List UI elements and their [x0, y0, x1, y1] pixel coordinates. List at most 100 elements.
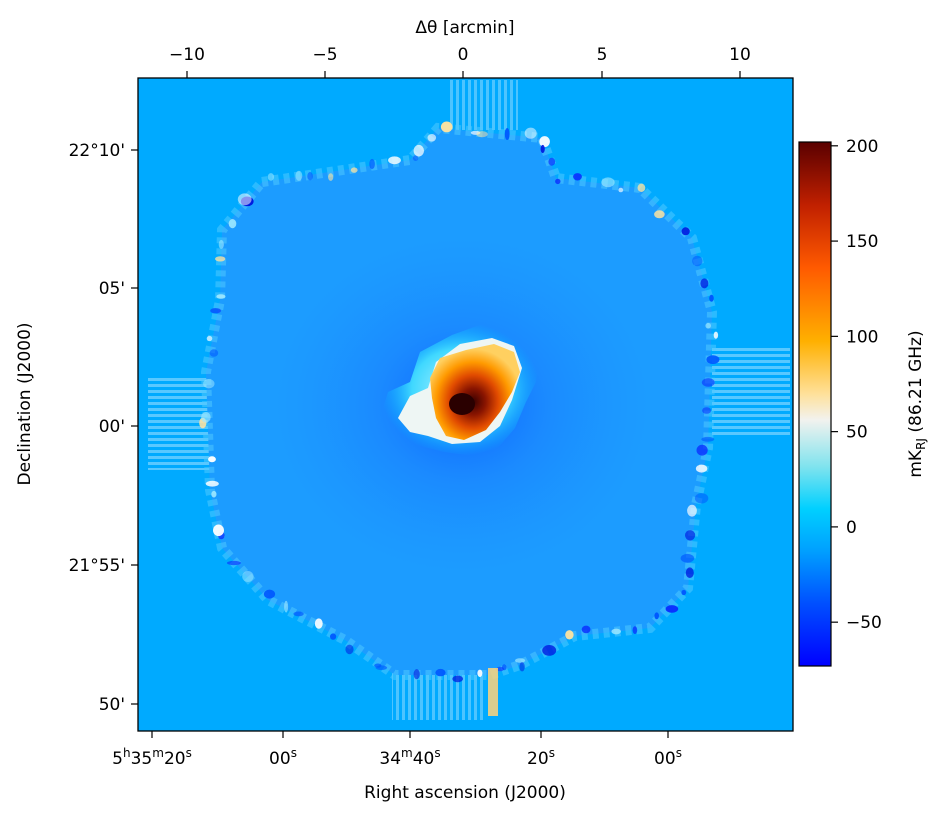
edge-noise-blob [215, 256, 226, 262]
edge-noise-blob [618, 187, 624, 193]
edge-noise-blob [687, 504, 697, 517]
edge-noise-blob [209, 349, 219, 357]
colorbar-tick-label: 50 [846, 423, 868, 443]
edge-noise-blob [496, 666, 505, 672]
edge-noise-blob [685, 567, 694, 578]
edge-noise-blob [696, 444, 708, 456]
edge-noise-blob [216, 294, 226, 299]
map-frame [137, 77, 794, 732]
colorbar-gradient [798, 141, 832, 667]
colorbar-ticks: 200 150 100 50 0 −50 [831, 137, 882, 633]
y-axis-label: Declination (J2000) [15, 322, 35, 485]
edge-noise-blob [314, 618, 323, 629]
edge-noise-blob [700, 278, 709, 289]
top-tick-label: 5 [597, 45, 608, 65]
dec-tick-label: 22°10' [69, 141, 125, 161]
edge-noise-blob [685, 530, 696, 541]
edge-noise-blob [295, 170, 303, 181]
edge-noise-blob [681, 227, 690, 236]
edge-noise-blob [427, 134, 437, 142]
edge-noise-blob [706, 355, 720, 364]
edge-noise-blob [412, 155, 419, 162]
edge-noise-blob [709, 294, 714, 302]
edge-noise-blob [350, 167, 358, 173]
edge-noise-blob [701, 436, 715, 442]
ra-tick-label: 00s [654, 746, 682, 769]
edge-noise-blob [519, 662, 525, 672]
edge-noise-blob [694, 493, 709, 504]
edge-noise-blob [524, 127, 537, 139]
colorbar-label: mKRJ (86.21 GHz) [906, 330, 928, 477]
top-axis-label: Δθ [arcmin] [415, 18, 514, 38]
edge-noise-blob [237, 193, 252, 206]
top-tick-label: 0 [458, 45, 469, 65]
edge-noise-blob [206, 335, 213, 342]
edge-noise-blob [307, 172, 313, 181]
top-axis: −10 −5 0 5 10 Δθ [arcmin] [169, 18, 751, 78]
edge-noise-blob [702, 407, 712, 414]
dec-tick-label: 50' [99, 695, 125, 715]
colorbar-tick-label: 100 [846, 327, 878, 347]
top-tick-label: −5 [312, 45, 337, 65]
edge-noise-blob [218, 239, 224, 249]
edge-noise-blob [654, 210, 665, 219]
edge-noise-blob [374, 663, 382, 668]
dec-tick-label: 21°55' [69, 556, 125, 576]
edge-noise-blob [201, 412, 211, 423]
scan-artifact-top [448, 80, 518, 130]
colorbar-tick-label: 200 [846, 137, 878, 157]
colorbar-tick-label: −50 [846, 613, 882, 633]
edge-noise-blob [548, 157, 556, 166]
ra-tick-label: 00s [269, 746, 297, 769]
edge-noise-blob [581, 625, 591, 634]
edge-noise-blob [263, 589, 276, 599]
edge-noise-blob [413, 144, 424, 157]
scan-artifact-right [712, 345, 790, 437]
edge-noise-blob [388, 156, 401, 165]
edge-noise-blob [515, 658, 526, 663]
edge-noise-blob [701, 378, 715, 387]
top-tick-label: 10 [729, 45, 751, 65]
edge-noise-blob [267, 173, 275, 181]
edge-noise-blob [611, 628, 621, 635]
edge-noise-blob [565, 630, 574, 640]
edge-noise [199, 121, 720, 716]
edge-noise-blob [345, 644, 354, 655]
edge-noise-blob [680, 553, 695, 563]
left-axis: 22°10' 05' 00' 21°55' 50' Declination (J… [15, 141, 138, 715]
dec-tick-label: 05' [99, 279, 125, 299]
edge-noise-blob [539, 136, 550, 148]
edge-noise-blob [601, 177, 615, 188]
emission-core [430, 344, 520, 440]
edge-streak [488, 668, 498, 716]
edge-noise-blob [555, 178, 561, 185]
edge-noise-blob [435, 668, 446, 677]
ra-tick-label: 34m40s [379, 746, 440, 769]
edge-noise-blob [330, 633, 337, 640]
x-axis-label: Right ascension (J2000) [364, 783, 566, 803]
edge-noise-blob [440, 121, 453, 133]
edge-noise-blob [226, 560, 241, 566]
ra-tick-label: 20s [527, 746, 555, 769]
colorbar: 200 150 100 50 0 −50 mKRJ (86.21 GHz) [798, 137, 928, 667]
edge-noise-blob [573, 173, 582, 181]
edge-noise-blob [413, 669, 420, 680]
edge-noise-blob [540, 144, 545, 154]
edge-noise-blob [203, 379, 215, 389]
emission-peak [449, 393, 475, 415]
colorbar-tick-label: 150 [846, 232, 878, 252]
edge-noise-blob [504, 128, 510, 140]
ra-tick-label: 5h35m20s [112, 746, 192, 769]
edge-noise-blob [637, 183, 646, 192]
bottom-axis: 5h35m20s 00s 34m40s 20s 00s Right ascens… [112, 731, 682, 803]
edge-noise-blob [476, 131, 488, 138]
edge-noise-blob [208, 456, 216, 463]
dec-tick-label: 00' [99, 417, 125, 437]
edge-noise-blob [211, 490, 217, 498]
edge-noise-blob [213, 524, 224, 537]
edge-noise-blob [452, 675, 464, 683]
edge-noise-blob [692, 255, 703, 267]
edge-noise-blob [369, 158, 375, 170]
edge-noise-blob [665, 605, 679, 613]
